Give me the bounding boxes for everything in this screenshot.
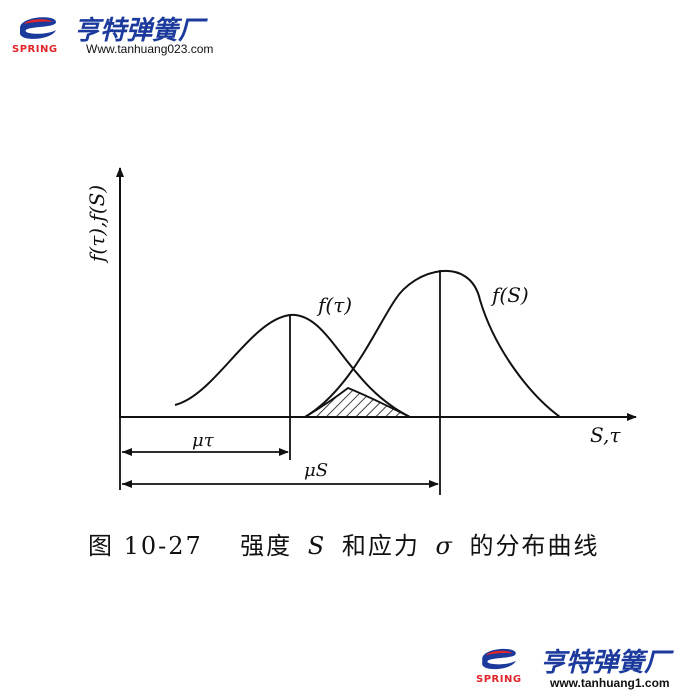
y-axis-label: f(τ),f(S): [85, 185, 109, 264]
logo-company-name: 亨特弹簧厂: [540, 648, 671, 678]
stress-distribution-curve: [174, 313, 411, 418]
caption-text-distribution: 的分布曲线: [469, 532, 600, 560]
caption-text-strength: 强度: [240, 532, 293, 560]
curve-tau-label: f(τ): [316, 293, 352, 317]
caption-symbol-sigma: σ: [435, 532, 454, 560]
curve-s-label: f(S): [490, 283, 529, 307]
figure-number: 图 10-27: [88, 532, 203, 560]
bottom-logo: SPRING 亨特弹簧厂 www.tanhuang1.com: [470, 640, 700, 695]
interference-region: [301, 386, 411, 418]
figure-caption: 图 10-27 强度 S 和应力 σ 的分布曲线: [88, 526, 600, 561]
top-logo: SPRING 亨特弹簧厂 Www.tanhuang023.com: [10, 8, 240, 58]
logo-brand-word: SPRING: [476, 674, 522, 685]
logo-url[interactable]: www.tanhuang1.com: [550, 676, 670, 690]
x-axis-label: S,τ: [590, 423, 621, 447]
mu-s-label: μS: [304, 460, 328, 481]
caption-symbol-s: S: [307, 532, 327, 560]
mu-tau-label: μτ: [192, 430, 215, 451]
caption-text-stress: 和应力: [341, 532, 420, 560]
logo-brand-word: SPRING: [12, 44, 58, 55]
logo-company-name: 亨特弹簧厂: [74, 16, 205, 46]
spring-logo-icon: [20, 17, 56, 39]
logo-url[interactable]: Www.tanhuang023.com: [86, 42, 214, 56]
spring-logo-icon: [482, 648, 516, 670]
strength-distribution-curve: [304, 270, 561, 418]
